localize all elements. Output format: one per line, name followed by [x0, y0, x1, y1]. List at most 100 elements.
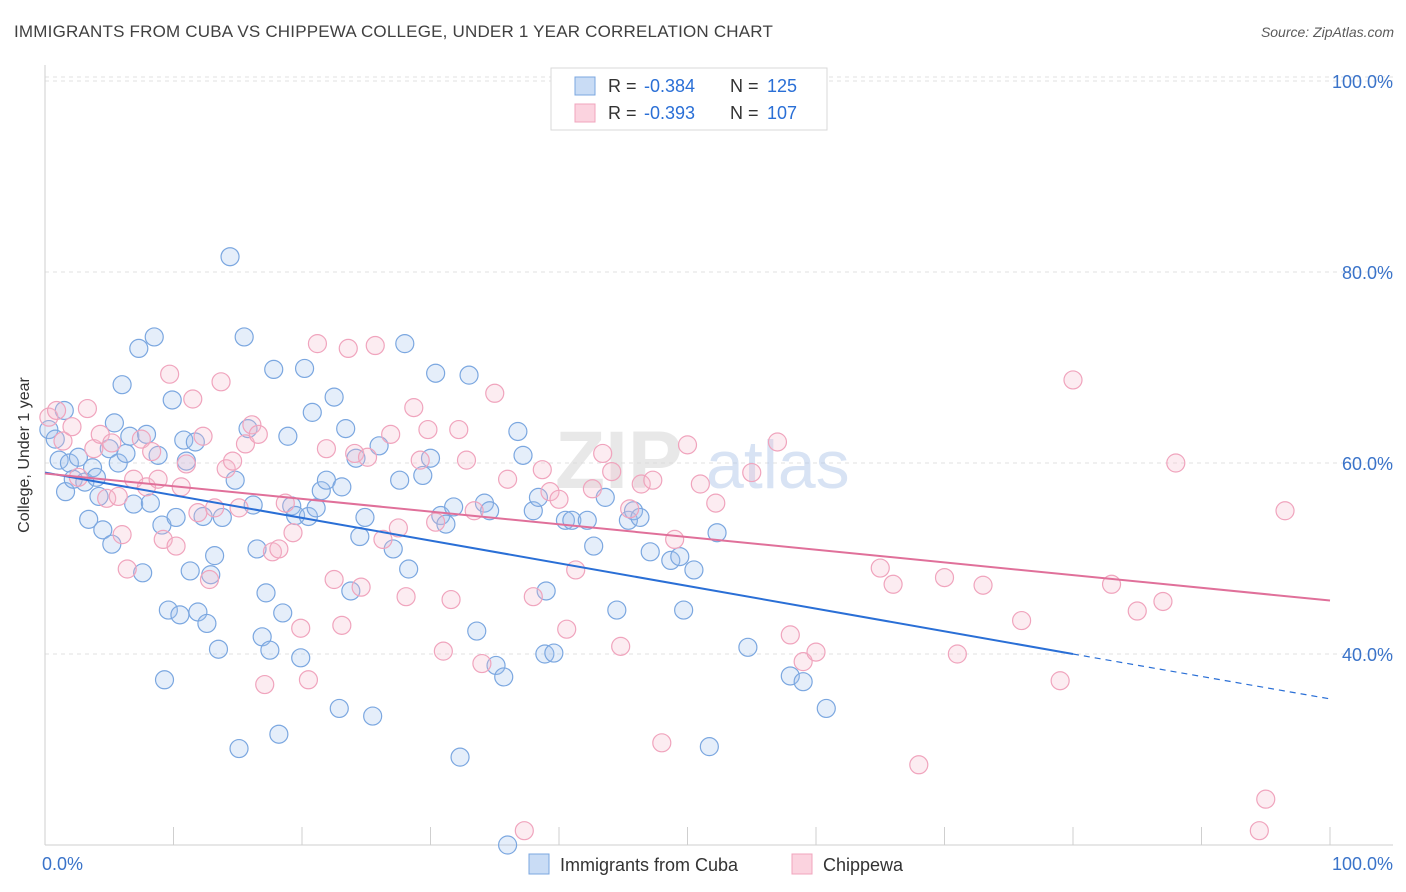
point-chippewa	[351, 577, 371, 597]
point-chippewa	[523, 587, 543, 607]
point-cuba	[104, 413, 124, 433]
point-cuba	[413, 465, 433, 486]
point-cuba	[154, 670, 175, 690]
series-legend: Immigrants from Cuba Chippewa	[528, 853, 904, 875]
legend-r-label: R =	[608, 103, 637, 123]
point-cuba	[302, 402, 322, 422]
point-cuba	[124, 494, 144, 514]
point-chippewa	[211, 372, 231, 392]
point-chippewa	[780, 625, 800, 645]
point-cuba	[264, 359, 284, 380]
chart-title: IMMIGRANTS FROM CUBA VS CHIPPEWA COLLEGE…	[14, 22, 774, 41]
point-chippewa	[909, 755, 929, 775]
point-chippewa	[307, 334, 328, 354]
stats-legend: R = -0.384 N = 125 R = -0.393 N = 107	[550, 67, 828, 131]
point-chippewa	[870, 558, 890, 578]
point-chippewa	[934, 567, 955, 588]
point-chippewa	[255, 674, 275, 695]
legend-n-label: N =	[730, 103, 759, 123]
point-chippewa	[53, 431, 73, 451]
point-cuba	[166, 507, 186, 528]
point-chippewa	[677, 435, 698, 455]
point-cuba	[426, 363, 446, 383]
point-chippewa	[441, 589, 461, 610]
point-chippewa	[410, 450, 430, 470]
point-chippewa	[396, 587, 416, 607]
point-cuba	[306, 498, 326, 518]
point-cuba	[332, 477, 352, 497]
point-cuba	[68, 447, 89, 467]
point-cuba	[513, 445, 533, 465]
point-chippewa	[388, 518, 408, 538]
point-chippewa	[665, 529, 685, 550]
point-chippewa	[404, 398, 424, 418]
point-chippewa	[242, 415, 262, 435]
point-cuba	[102, 534, 122, 554]
point-cuba	[45, 429, 65, 449]
watermark-atlas: atlas	[706, 427, 850, 503]
point-chippewa	[283, 523, 303, 543]
point-chippewa	[1249, 821, 1269, 841]
point-chippewa	[767, 432, 788, 452]
point-cuba	[144, 327, 164, 347]
point-chippewa	[62, 417, 82, 437]
point-chippewa	[291, 618, 311, 638]
point-cuba	[291, 648, 311, 668]
point-cuba	[684, 560, 704, 580]
point-chippewa	[1153, 591, 1173, 612]
legend-swatch-chippewa	[791, 853, 813, 875]
point-chippewa	[947, 644, 967, 664]
point-cuba	[395, 334, 415, 354]
point-cuba	[89, 486, 109, 507]
point-chippewa	[46, 400, 67, 421]
point-chippewa	[193, 426, 213, 446]
point-chippewa	[365, 335, 385, 356]
point-cuba	[158, 600, 178, 620]
point-chippewa	[112, 525, 132, 545]
point-chippewa	[160, 364, 180, 384]
point-cuba	[205, 546, 225, 566]
point-cuba	[486, 655, 506, 676]
gridlines	[45, 76, 1393, 655]
point-cuba	[140, 493, 160, 513]
legend-label-cuba: Immigrants from Cuba	[560, 855, 739, 875]
y-tick-label: 60.0%	[1342, 454, 1393, 474]
point-cuba	[79, 509, 99, 529]
point-chippewa	[1063, 370, 1083, 390]
legend-r-value: -0.384	[644, 76, 695, 96]
point-cuba	[584, 536, 604, 556]
point-cuba	[220, 247, 240, 267]
point-cuba	[707, 523, 727, 543]
legend-label-chippewa: Chippewa	[823, 855, 904, 875]
point-chippewa	[117, 559, 137, 579]
point-chippewa	[1256, 789, 1276, 809]
point-chippewa	[77, 398, 98, 419]
point-chippewa	[449, 419, 469, 440]
point-chippewa	[345, 443, 365, 464]
point-chippewa	[235, 434, 256, 454]
point-chippewa	[131, 429, 151, 449]
point-cuba	[467, 621, 487, 641]
point-cuba	[341, 581, 361, 601]
y-tick-label: 40.0%	[1342, 645, 1393, 665]
trend-line-cuba-extension	[1072, 653, 1331, 700]
point-chippewa	[223, 451, 243, 471]
point-cuba	[238, 419, 258, 439]
point-cuba	[185, 432, 205, 452]
y-tick-label: 80.0%	[1342, 263, 1393, 283]
point-chippewa	[793, 652, 813, 672]
x-tick-label: 100.0%	[1332, 854, 1393, 874]
point-cuba	[108, 453, 128, 473]
point-chippewa	[142, 441, 162, 462]
point-cuba	[269, 724, 289, 744]
watermark: ZIP	[555, 415, 683, 506]
point-cuba	[670, 546, 690, 567]
point-cuba	[93, 520, 113, 540]
point-chippewa	[324, 569, 344, 590]
point-cuba	[324, 387, 344, 407]
point-cuba	[129, 338, 149, 358]
point-chippewa	[298, 670, 319, 690]
point-chippewa	[338, 338, 358, 358]
point-cuba	[133, 563, 153, 583]
